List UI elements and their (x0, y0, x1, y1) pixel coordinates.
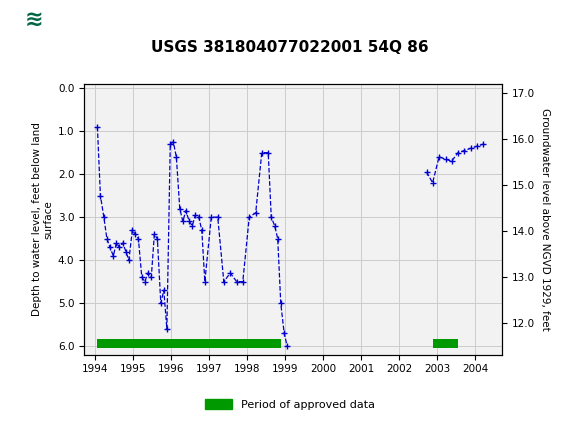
Bar (5, 3, 63, 37)
Legend: Period of approved data: Period of approved data (200, 394, 380, 414)
Text: USGS 381804077022001 54Q 86: USGS 381804077022001 54Q 86 (151, 40, 429, 55)
Text: ≋: ≋ (24, 9, 43, 30)
Y-axis label: Groundwater level above NGVD 1929, feet: Groundwater level above NGVD 1929, feet (540, 108, 550, 331)
Text: USGS: USGS (81, 12, 136, 29)
Y-axis label: Depth to water level, feet below land
surface: Depth to water level, feet below land su… (32, 123, 54, 316)
